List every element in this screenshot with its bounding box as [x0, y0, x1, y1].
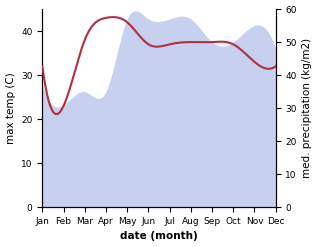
X-axis label: date (month): date (month)	[120, 231, 198, 242]
Y-axis label: max temp (C): max temp (C)	[5, 72, 16, 144]
Y-axis label: med. precipitation (kg/m2): med. precipitation (kg/m2)	[302, 38, 313, 178]
